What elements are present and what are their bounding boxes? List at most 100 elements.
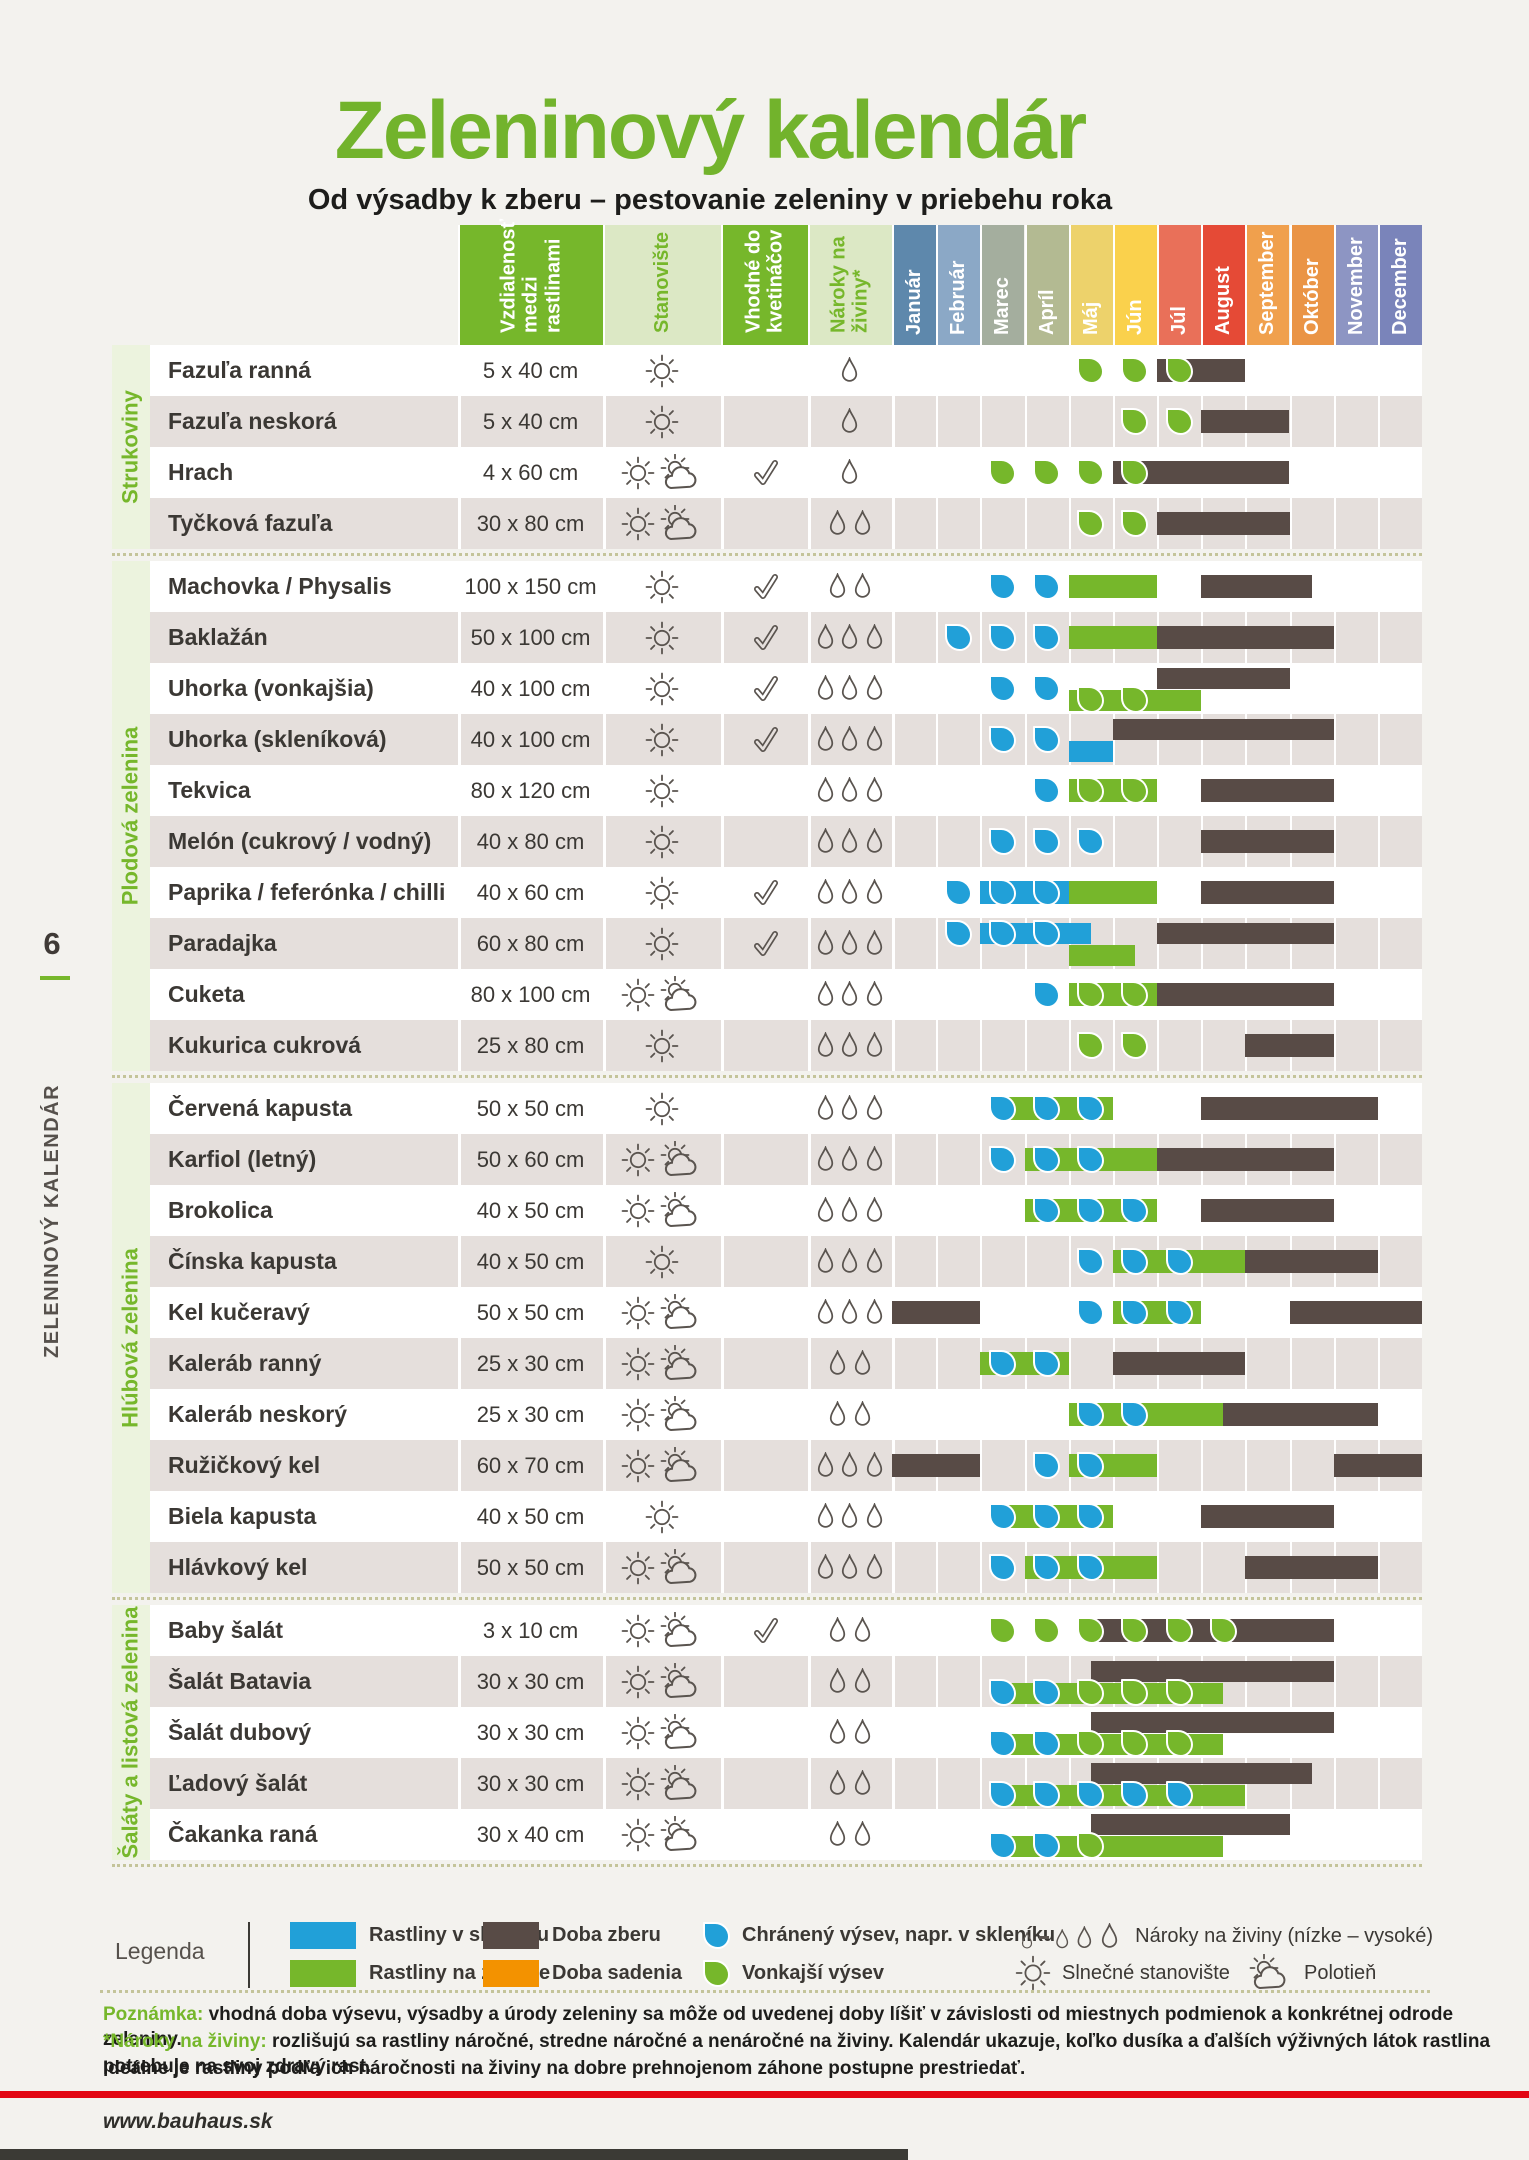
month-separator xyxy=(1377,1389,1380,1440)
sun-icon xyxy=(621,1614,654,1647)
month-separator xyxy=(1068,1656,1071,1707)
month-label: Máj xyxy=(1079,301,1102,335)
column-separator xyxy=(808,1605,811,1656)
nutrient-droplet-icon xyxy=(866,1095,882,1120)
month-separator xyxy=(1112,663,1115,714)
column-separator xyxy=(808,1287,811,1338)
nutrient-level xyxy=(808,1491,892,1542)
month-separator xyxy=(980,1758,983,1809)
month-separator xyxy=(1377,396,1380,447)
outdoor-sowing-icon xyxy=(1121,1730,1149,1757)
distance-value: 25 x 80 cm xyxy=(476,1033,585,1058)
site-icons xyxy=(603,1134,721,1185)
sun-icon xyxy=(645,927,679,960)
column-separator xyxy=(721,867,724,918)
table-row: Kukurica cukrová 25 x 80 cm xyxy=(150,1020,1422,1071)
month-label: Október xyxy=(1300,258,1323,335)
calendar-bar-harvest xyxy=(1201,779,1334,802)
partial-shade-icon xyxy=(660,1713,696,1749)
nutrient-droplet-icon xyxy=(830,1770,846,1795)
month-separator xyxy=(936,1134,939,1185)
distance-value: 100 x 150 cm xyxy=(464,574,597,599)
month-separator xyxy=(1024,1440,1027,1491)
calendar-bar-harvest xyxy=(892,1301,981,1324)
calendar-bar-bed xyxy=(1068,945,1135,966)
protected-sowing-icon xyxy=(1077,1503,1105,1530)
group-label: Hlúbová zelenina xyxy=(117,1248,143,1428)
partial-shade-icon xyxy=(660,1662,696,1698)
month-separator xyxy=(980,1389,983,1440)
column-separator xyxy=(892,1236,895,1287)
outdoor-sowing-icon xyxy=(1165,357,1193,384)
site-icons xyxy=(603,969,721,1020)
column-separator xyxy=(721,1605,724,1656)
column-separator xyxy=(808,714,811,765)
column-separator xyxy=(892,498,895,549)
protected-sowing-icon xyxy=(1077,828,1105,855)
site-icons xyxy=(603,612,721,663)
pots-check xyxy=(721,663,808,714)
month-separator xyxy=(1377,1758,1380,1809)
vegetable-name: Červená kapusta xyxy=(168,1095,353,1121)
month-separator xyxy=(936,1656,939,1707)
nutrient-droplet-icon xyxy=(866,1197,882,1222)
nutrient-level xyxy=(808,1656,892,1707)
column-separator xyxy=(603,1236,606,1287)
distance-value: 80 x 100 cm xyxy=(470,982,591,1007)
outdoor-sowing-icon xyxy=(1077,686,1105,713)
outdoor-sowing-icon xyxy=(1033,459,1061,486)
site-icons xyxy=(603,1809,721,1860)
column-separator xyxy=(603,612,606,663)
nutrient-droplet-icon xyxy=(866,1503,882,1528)
nutrient-droplet-icon xyxy=(866,675,882,700)
nutrient-droplet-icon xyxy=(830,1668,846,1693)
protected-sowing-icon xyxy=(944,879,972,906)
outdoor-sowing-icon xyxy=(1209,1617,1237,1644)
nutrient-droplet-icon xyxy=(866,879,882,904)
note-line: Poznámka: vhodná doba výsevu, výsadby a … xyxy=(103,2004,1454,2050)
calendar-bar-bed xyxy=(1068,575,1157,598)
calendar-bar-harvest xyxy=(1289,1301,1422,1324)
month-separator xyxy=(1333,867,1336,918)
legend-swatch xyxy=(483,1922,539,1949)
month-separator xyxy=(1157,816,1159,867)
month-separator xyxy=(1068,1809,1071,1860)
nutrient-droplet-icon xyxy=(866,624,882,649)
partial-shade-icon xyxy=(1249,1954,1286,1990)
month-separator xyxy=(1157,561,1159,612)
pots-check xyxy=(721,765,808,816)
month-separator xyxy=(936,612,939,663)
month-separator xyxy=(1377,345,1380,396)
month-separator xyxy=(936,918,939,969)
month-separator xyxy=(1377,969,1380,1020)
nutrient-droplet-icon xyxy=(866,828,882,853)
calendar-bar-harvest xyxy=(1201,1199,1334,1222)
nutrient-droplet-icon xyxy=(818,981,834,1006)
month-label: Apríl xyxy=(1035,289,1058,335)
calendar-bar-harvest xyxy=(1245,1034,1334,1057)
protected-sowing-icon xyxy=(988,1554,1016,1581)
site-icons xyxy=(603,447,721,498)
group-separator xyxy=(112,1597,1422,1600)
table-row: Kel kučeravý 50 x 50 cm xyxy=(150,1287,1422,1338)
pots-check xyxy=(721,1083,808,1134)
outdoor-sowing-icon xyxy=(1077,1617,1105,1644)
distance-value: 30 x 30 cm xyxy=(476,1720,585,1745)
group-band xyxy=(112,345,150,549)
distance-value: 30 x 80 cm xyxy=(476,511,585,536)
month-separator xyxy=(1068,1605,1071,1656)
month-separator xyxy=(1333,1605,1336,1656)
site-icons xyxy=(603,918,721,969)
note-line: Ideálne je rastliny podľa ich náročnosti… xyxy=(103,2058,1026,2079)
month-separator xyxy=(1068,1707,1071,1758)
site-icons xyxy=(603,1020,721,1071)
pots-check xyxy=(721,1542,808,1593)
protected-sowing-icon xyxy=(1033,879,1061,906)
month-separator xyxy=(980,1185,983,1236)
month-header xyxy=(1157,225,1202,345)
month-separator xyxy=(1157,1491,1159,1542)
note-label: *Nároky na živiny: xyxy=(103,2031,272,2052)
distance-value: 40 x 100 cm xyxy=(470,727,591,752)
site-icons xyxy=(603,714,721,765)
nutrient-droplet-icon xyxy=(866,1452,882,1477)
